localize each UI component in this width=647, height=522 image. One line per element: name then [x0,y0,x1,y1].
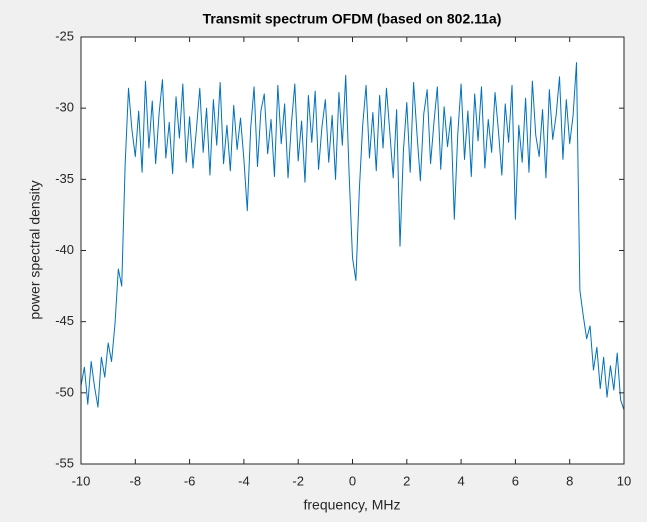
x-tick-label: 6 [512,473,519,488]
chart-title: Transmit spectrum OFDM (based on 802.11a… [203,11,502,27]
y-tick-label: -25 [55,28,74,43]
y-tick-label: -45 [55,313,74,328]
spectrum-line [80,62,625,411]
x-tick-label: 0 [349,473,356,488]
x-axis-label: frequency, MHz [304,497,401,513]
x-tick-label: -4 [238,473,250,488]
x-tick-label: -6 [184,473,196,488]
y-tick-label: -55 [55,455,74,470]
x-tick-label: -8 [130,473,142,488]
y-tick-label: -35 [55,171,74,186]
x-tick-label: -10 [72,473,91,488]
y-tick-label: -40 [55,242,74,257]
x-tick-label: 8 [566,473,573,488]
y-axis-label: power spectral density [27,180,43,319]
x-tick-label: 10 [617,473,631,488]
x-tick-label: 2 [403,473,410,488]
x-tick-label: -2 [292,473,304,488]
y-tick-label: -50 [55,384,74,399]
y-tick-label: -30 [55,100,74,115]
x-tick-label: 4 [457,473,464,488]
